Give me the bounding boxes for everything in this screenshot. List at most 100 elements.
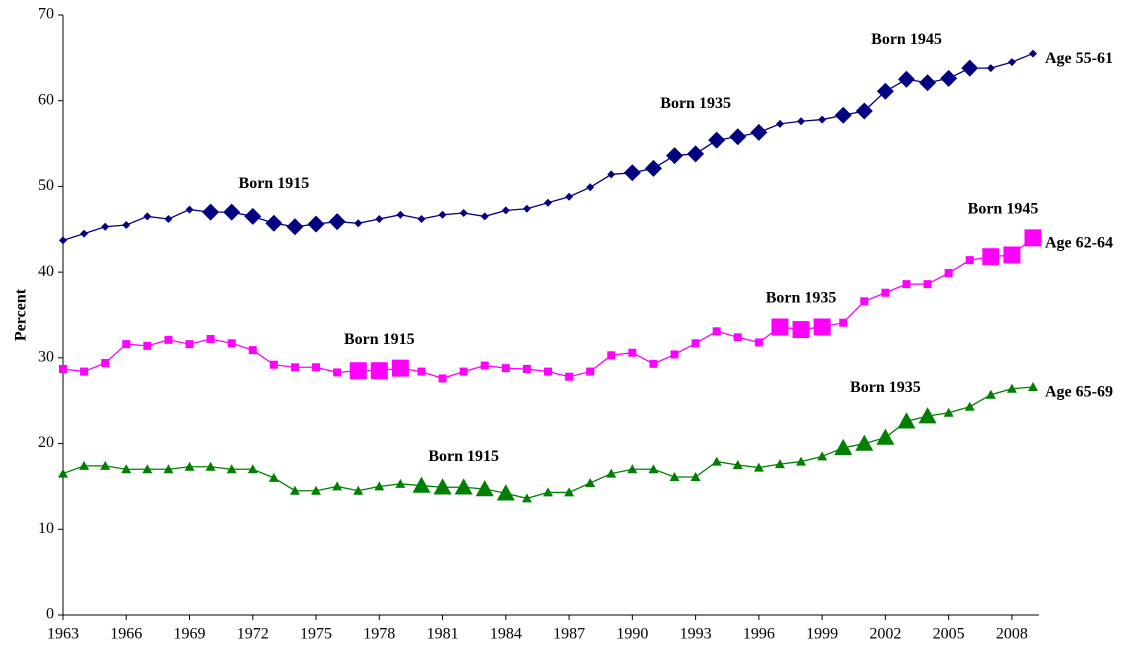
x-tick-label: 2002 (869, 626, 901, 643)
square-marker (480, 361, 489, 370)
square-marker (391, 359, 409, 377)
square-marker (349, 362, 367, 380)
square-marker (944, 269, 953, 277)
square-marker (586, 367, 595, 376)
square-marker (185, 340, 194, 349)
diamond-marker (80, 229, 89, 238)
triangle-marker (412, 476, 431, 493)
diamond-marker (897, 70, 915, 88)
triangle-marker (1028, 382, 1038, 391)
diamond-marker (354, 219, 363, 228)
square-marker (982, 248, 1000, 266)
triangle-marker (564, 487, 575, 497)
square-marker (101, 359, 110, 367)
square-marker (754, 338, 763, 347)
diamond-marker (940, 69, 958, 87)
diamond-marker (961, 59, 979, 77)
x-tick-label: 1978 (363, 626, 395, 643)
triangle-marker (205, 461, 216, 471)
triangle-marker (374, 481, 385, 491)
triangle-marker (897, 412, 916, 429)
square-marker (80, 367, 89, 376)
y-tick-label: 70 (38, 6, 54, 23)
x-tick-label: 1996 (743, 626, 775, 643)
diamond-marker (286, 218, 304, 236)
diamond-marker (244, 207, 262, 225)
triangle-marker (395, 478, 406, 488)
square-marker (438, 374, 447, 383)
triangle-marker (353, 485, 364, 495)
square-marker (712, 327, 721, 336)
x-tick-label: 1969 (174, 626, 206, 643)
series-label: Age 55-61 (1045, 50, 1113, 67)
triangle-marker (774, 459, 785, 469)
triangle-marker (121, 464, 132, 474)
triangle-marker (454, 478, 473, 495)
square-marker (143, 341, 152, 350)
diamond-marker (501, 206, 510, 215)
triangle-marker (543, 487, 553, 497)
triangle-marker (918, 407, 937, 424)
triangle-marker (585, 478, 596, 487)
square-marker (1024, 229, 1042, 247)
diamond-marker (666, 147, 684, 165)
y-tick-label: 0 (46, 606, 54, 623)
triangle-marker (433, 478, 452, 495)
triangle-marker (855, 434, 874, 451)
triangle-marker (834, 438, 853, 456)
square-marker (544, 367, 552, 376)
cohort-annotation: Born 1945 (968, 201, 1039, 218)
diamond-marker (438, 210, 447, 219)
triangle-marker (475, 480, 494, 497)
diamond-marker (522, 204, 531, 213)
diamond-marker (1007, 58, 1016, 67)
diamond-marker (986, 64, 995, 73)
diamond-marker (307, 215, 325, 233)
square-marker (59, 365, 67, 373)
x-tick-label: 1999 (806, 626, 838, 643)
triangle-marker (985, 389, 996, 399)
triangle-marker (311, 485, 322, 495)
diamond-marker (729, 128, 747, 146)
square-marker (839, 318, 848, 327)
diamond-marker (586, 183, 595, 192)
triangle-marker (521, 493, 532, 503)
y-tick-label: 10 (38, 520, 54, 537)
x-tick-label: 1972 (237, 626, 269, 643)
y-axis-label: Percent (13, 288, 30, 341)
diamond-marker (818, 115, 827, 124)
square-marker (860, 297, 869, 306)
square-marker (649, 359, 658, 368)
x-tick-label: 1981 (427, 626, 459, 643)
square-marker (565, 372, 574, 381)
diamond-marker (919, 74, 937, 92)
square-marker (227, 339, 236, 348)
cohort-annotation: Born 1935 (766, 290, 837, 307)
triangle-marker (753, 462, 764, 472)
triangle-marker (606, 468, 617, 478)
square-marker (1003, 246, 1021, 264)
diamond-marker (101, 222, 110, 231)
triangle-marker (876, 428, 895, 445)
diamond-marker (855, 102, 873, 120)
square-marker (628, 348, 637, 357)
triangle-marker (1006, 383, 1017, 393)
diamond-marker (565, 192, 574, 201)
triangle-marker (496, 484, 515, 501)
diamond-marker (459, 209, 468, 217)
square-marker (733, 333, 742, 342)
square-marker (792, 321, 810, 339)
diamond-marker (1029, 49, 1037, 58)
diamond-marker (480, 212, 489, 221)
triangle-marker (184, 461, 195, 471)
triangle-marker (142, 464, 153, 474)
triangle-marker (711, 456, 722, 466)
square-marker (902, 280, 911, 289)
square-marker (290, 363, 299, 372)
triangle-marker (247, 464, 258, 474)
diamond-marker (185, 205, 194, 214)
square-marker (691, 339, 700, 348)
triangle-marker (289, 485, 300, 495)
square-marker (771, 318, 789, 336)
triangle-marker (163, 464, 174, 474)
